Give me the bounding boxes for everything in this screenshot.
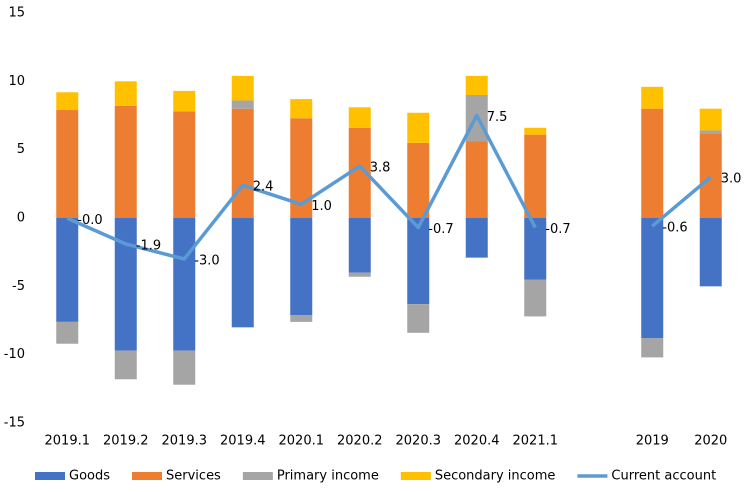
bar-segment xyxy=(348,218,371,273)
bar-segment xyxy=(56,92,79,111)
x-tick-label: 2019 xyxy=(636,434,669,449)
bar-segment xyxy=(173,90,196,112)
x-tick-label: 2020 xyxy=(694,434,727,449)
x-tick-label: 2020.3 xyxy=(396,434,442,449)
data-label: -0.0 xyxy=(77,213,102,228)
x-tick-label: 2019.4 xyxy=(220,434,266,449)
data-label: -1.9 xyxy=(136,238,161,253)
bar-segment xyxy=(173,111,196,218)
data-label: 3.8 xyxy=(370,161,391,176)
data-label: -0.6 xyxy=(662,221,687,236)
data-label: -0.7 xyxy=(428,222,453,237)
legend-label: Secondary income xyxy=(435,469,556,484)
x-tick-label: 2020.1 xyxy=(279,434,325,449)
bar-segment xyxy=(465,75,488,95)
legend-swatch xyxy=(242,472,273,480)
y-tick-label: 5 xyxy=(17,142,25,157)
data-label: 3.0 xyxy=(721,172,742,187)
x-tick-label: 2019.2 xyxy=(103,434,149,449)
bar-segment xyxy=(407,142,430,218)
data-label: 2.4 xyxy=(253,180,274,195)
bar-segment xyxy=(641,338,664,358)
legend-label: Primary income xyxy=(277,469,379,484)
bar-segment xyxy=(641,108,664,218)
bar-segment xyxy=(114,81,137,106)
x-tick-label: 2019.3 xyxy=(162,434,208,449)
legend-label: Current account xyxy=(611,469,716,484)
bar-segment xyxy=(290,118,313,218)
y-tick-label: 0 xyxy=(17,211,25,226)
bar-segment xyxy=(524,134,547,218)
bar-segment xyxy=(231,108,254,218)
bar-segment xyxy=(524,279,547,317)
bar-segment xyxy=(407,218,430,305)
y-tick-label: -15 xyxy=(4,416,25,431)
bar-segment xyxy=(699,108,722,131)
x-tick-label: 2021.1 xyxy=(513,434,559,449)
bar-segment xyxy=(231,218,254,328)
bar-segment xyxy=(641,86,664,109)
x-tick-label: 2019.1 xyxy=(45,434,91,449)
bar-segment xyxy=(173,218,196,351)
bar-segment xyxy=(56,218,79,322)
bar-segment xyxy=(231,100,254,109)
legend-label: Goods xyxy=(69,469,110,484)
bar-segment xyxy=(56,321,79,344)
legend-label: Services xyxy=(166,469,221,484)
bar-segment xyxy=(114,218,137,351)
bar-segment xyxy=(56,110,79,218)
x-tick-label: 2020.4 xyxy=(454,434,500,449)
bar-segment xyxy=(173,350,196,385)
data-label: 1.0 xyxy=(311,199,332,214)
bar-segment xyxy=(641,218,664,339)
bar-segment xyxy=(699,218,722,287)
bar-segment xyxy=(699,130,722,134)
data-label: 7.5 xyxy=(487,110,508,125)
bar-segment xyxy=(699,133,722,218)
y-tick-label: 10 xyxy=(8,74,25,89)
bar-segment xyxy=(290,99,313,119)
bar-segment xyxy=(290,315,313,322)
bar-segment xyxy=(524,127,547,135)
x-tick-label: 2020.2 xyxy=(337,434,383,449)
bar-segment xyxy=(290,218,313,316)
bar-segment xyxy=(348,272,371,277)
bar-segment xyxy=(348,127,371,218)
legend-swatch xyxy=(132,472,163,480)
y-tick-label: -10 xyxy=(4,347,25,362)
line xyxy=(66,113,712,261)
y-tick-label: -5 xyxy=(12,279,25,294)
bar-segment xyxy=(407,304,430,333)
bar-segment xyxy=(114,105,137,218)
bar-segment xyxy=(114,350,137,380)
data-label: -0.7 xyxy=(545,222,570,237)
bar-segment xyxy=(465,141,488,218)
y-tick-label: 15 xyxy=(8,6,25,21)
bar-segment xyxy=(407,112,430,143)
data-label: -3.0 xyxy=(194,254,219,269)
legend-swatch xyxy=(400,472,431,480)
bar-segment xyxy=(465,218,488,258)
bar-segment xyxy=(231,75,254,101)
bar-segment xyxy=(348,107,371,128)
legend-swatch xyxy=(35,472,65,480)
bar-segment xyxy=(524,218,547,280)
